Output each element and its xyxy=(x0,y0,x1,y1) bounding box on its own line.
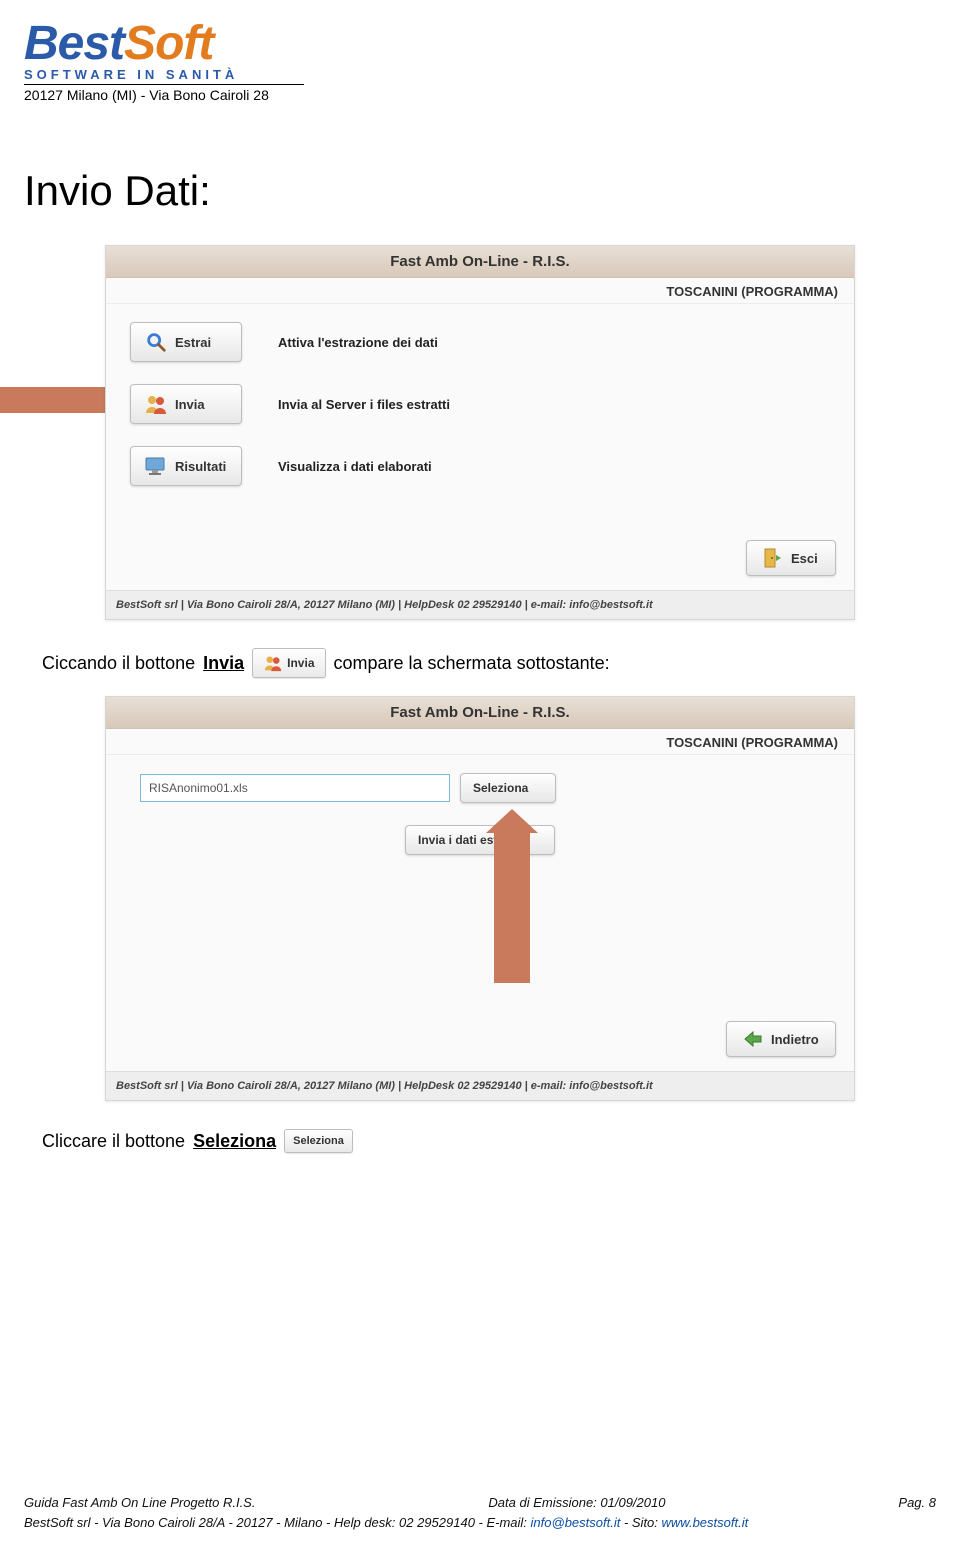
instruction-click-invia: Ciccando il bottone Invia Invia compare … xyxy=(42,648,960,678)
inline-invia-label: Invia xyxy=(287,656,314,670)
estrai-button[interactable]: Estrai xyxy=(130,322,242,362)
callout-arrow-seleziona xyxy=(486,809,538,983)
inline-invia-button: Invia xyxy=(252,648,325,678)
esci-label: Esci xyxy=(791,551,818,566)
app-panel-main: Fast Amb On-Line - R.I.S. TOSCANINI (PRO… xyxy=(105,245,855,620)
esci-button[interactable]: Esci xyxy=(746,540,836,576)
para2-pre: Cliccare il bottone xyxy=(42,1131,185,1152)
footer-site-link[interactable]: www.bestsoft.it xyxy=(662,1515,749,1530)
panel2-back-row: Indietro xyxy=(106,1015,854,1071)
instruction-click-seleziona: Cliccare il bottone Seleziona Seleziona xyxy=(42,1129,960,1153)
invia-description: Invia al Server i files estratti xyxy=(278,397,450,412)
section-heading: Invio Dati: xyxy=(24,167,960,215)
risultati-label: Risultati xyxy=(175,459,226,474)
document-header: BestSoft SOFTWARE IN SANITÀ 20127 Milano… xyxy=(0,0,960,107)
panel2-user-label: TOSCANINI (PROGRAMMA) xyxy=(106,729,854,755)
footer-company-line: BestSoft srl - Via Bono Cairoli 28/A - 2… xyxy=(24,1513,936,1533)
logo-word-soft: Soft xyxy=(124,16,213,71)
inline-seleziona-label: Seleziona xyxy=(293,1135,344,1147)
footer-doc-title: Guida Fast Amb On Line Progetto R.I.S. xyxy=(24,1493,255,1513)
invia-button[interactable]: Invia xyxy=(130,384,242,424)
seleziona-button[interactable]: Seleziona xyxy=(460,773,556,803)
para1-pre: Ciccando il bottone xyxy=(42,653,195,674)
indietro-label: Indietro xyxy=(771,1032,819,1047)
footer-line2-pre: BestSoft srl - Via Bono Cairoli 28/A - 2… xyxy=(24,1515,531,1530)
panel2-titlebar: Fast Amb On-Line - R.I.S. xyxy=(106,697,854,729)
risultati-button[interactable]: Risultati xyxy=(130,446,242,486)
para1-keyword: Invia xyxy=(203,653,244,674)
risultati-description: Visualizza i dati elaborati xyxy=(278,459,432,474)
panel-user-label: TOSCANINI (PROGRAMMA) xyxy=(106,278,854,304)
invia-label: Invia xyxy=(175,397,205,412)
door-exit-icon xyxy=(759,547,785,569)
row-invia: Invia Invia al Server i files estratti xyxy=(130,384,830,424)
estrai-description: Attiva l'estrazione dei dati xyxy=(278,335,438,350)
seleziona-label: Seleziona xyxy=(473,781,528,795)
panel2-footer-text: BestSoft srl | Via Bono Cairoli 28/A, 20… xyxy=(106,1071,854,1100)
panel-titlebar: Fast Amb On-Line - R.I.S. xyxy=(106,246,854,278)
logo-word-best: Best xyxy=(24,16,124,71)
page-footer: Guida Fast Amb On Line Progetto R.I.S. D… xyxy=(24,1493,936,1532)
header-rule xyxy=(24,84,304,85)
row-risultati: Risultati Visualizza i dati elaborati xyxy=(130,446,830,486)
people-icon xyxy=(143,393,169,415)
monitor-icon xyxy=(143,455,169,477)
arrow-left-icon xyxy=(739,1029,765,1049)
magnifier-icon xyxy=(143,331,169,353)
estrai-label: Estrai xyxy=(175,335,211,350)
para1-post: compare la schermata sottostante: xyxy=(334,653,610,674)
people-icon xyxy=(263,654,283,672)
filename-input[interactable] xyxy=(140,774,450,802)
company-address: 20127 Milano (MI) - Via Bono Cairoli 28 xyxy=(24,87,960,103)
footer-date: Data di Emissione: 01/09/2010 xyxy=(488,1493,665,1513)
logo: BestSoft xyxy=(24,16,960,71)
panel-footer-text: BestSoft srl | Via Bono Cairoli 28/A, 20… xyxy=(106,590,854,619)
indietro-button[interactable]: Indietro xyxy=(726,1021,836,1057)
para2-keyword: Seleziona xyxy=(193,1131,276,1152)
file-select-row: Seleziona xyxy=(140,773,830,803)
footer-line2-mid: - Sito: xyxy=(620,1515,661,1530)
inline-seleziona-button: Seleziona xyxy=(284,1129,353,1153)
app-panel-invio: Fast Amb On-Line - R.I.S. TOSCANINI (PRO… xyxy=(105,696,855,1101)
footer-email-link[interactable]: info@bestsoft.it xyxy=(531,1515,621,1530)
logo-tagline: SOFTWARE IN SANITÀ xyxy=(24,67,960,82)
row-estrai: Estrai Attiva l'estrazione dei dati xyxy=(130,322,830,362)
invia-dati-row: Invia i dati estratti xyxy=(130,825,830,855)
footer-page-num: Pag. 8 xyxy=(898,1493,936,1513)
panel-exit-row: Esci xyxy=(106,534,854,590)
